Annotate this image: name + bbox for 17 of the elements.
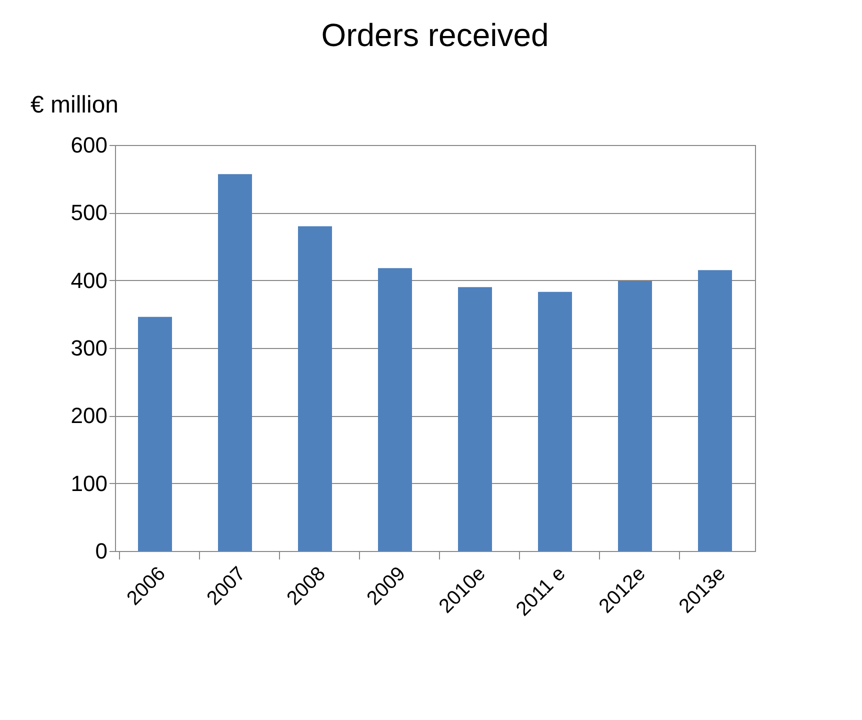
y-tick-label: 300: [70, 336, 108, 360]
y-tick-label: 100: [70, 470, 108, 496]
bar: [378, 268, 412, 551]
y-tick-label: 600: [70, 132, 108, 158]
bar: [218, 174, 252, 551]
bar: [618, 281, 652, 551]
bar: [298, 226, 332, 551]
y-tick-label: 0: [95, 538, 108, 564]
chart-title: Orders received: [321, 17, 549, 53]
bar: [458, 287, 492, 551]
y-tick-label: 200: [70, 403, 108, 428]
bar: [538, 292, 572, 551]
y-tick-label: 500: [70, 200, 108, 226]
y-tick-label: 400: [70, 268, 108, 293]
bar: [138, 316, 172, 551]
bar: [698, 270, 732, 551]
y-axis-title: € million: [30, 92, 119, 118]
